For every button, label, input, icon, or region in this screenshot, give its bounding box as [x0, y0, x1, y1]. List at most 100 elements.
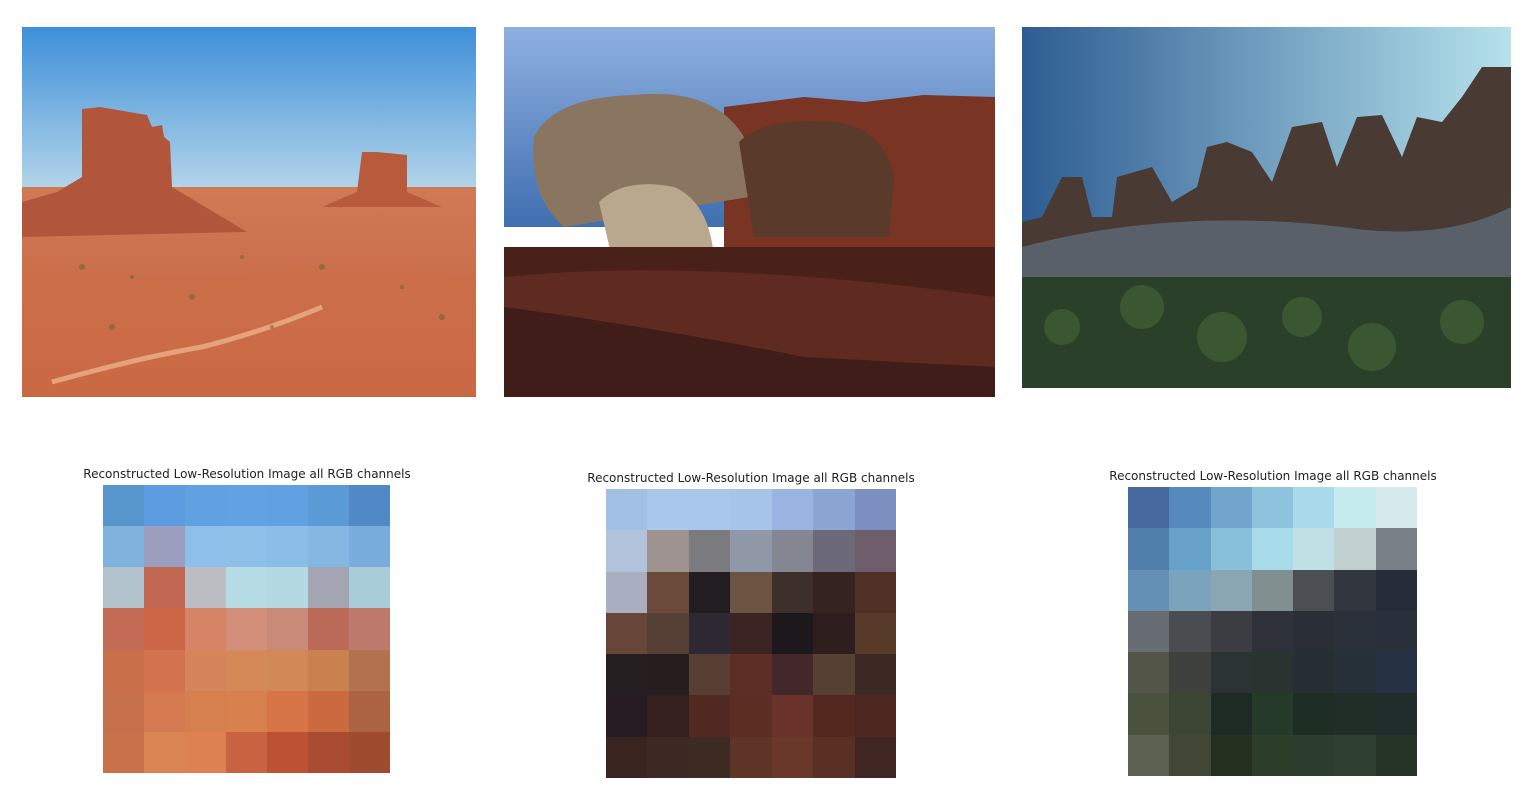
grid-cell: [1210, 569, 1252, 611]
grid-cell: [1251, 528, 1294, 570]
grid-cell: [688, 571, 731, 613]
grid-cell: [103, 567, 144, 609]
grid-cell: [267, 649, 308, 691]
grid-cell: [647, 695, 689, 737]
grid-cell: [144, 690, 185, 732]
grid-cell: [730, 489, 772, 531]
grid-cell: [1169, 528, 1211, 570]
sandstone-spires-shrubs-photo: [1022, 27, 1511, 388]
grid-cell: [349, 690, 390, 732]
grid-cell: [730, 571, 772, 613]
grid-cell: [1251, 652, 1294, 694]
grid-cell: [730, 612, 772, 655]
grid-cell: [771, 612, 814, 655]
grid-cell: [144, 485, 185, 527]
grid-cell: [1128, 734, 1170, 776]
grid-cell: [1293, 569, 1335, 611]
grid-cell: [730, 530, 772, 572]
grid-cell: [1375, 528, 1417, 570]
grid-cell: [1293, 528, 1335, 570]
grid-cell: [647, 612, 689, 655]
grid-cell: [226, 608, 267, 650]
grid-cell: [730, 654, 772, 696]
grid-cell: [1251, 734, 1294, 776]
grid-cell: [185, 526, 226, 568]
grid-cell: [185, 485, 226, 527]
grid-cell: [349, 526, 390, 568]
grid-cell: [688, 736, 731, 778]
grid-cell: [771, 489, 814, 531]
grid-cell: [1128, 569, 1170, 611]
grid-cell: [1375, 610, 1417, 653]
grid-cell: [1169, 693, 1211, 735]
grid-cell: [1169, 569, 1211, 611]
grid-cell: [185, 608, 226, 650]
grid-cell: [1128, 652, 1170, 694]
grid-cell: [267, 690, 308, 732]
grid-cell: [813, 571, 855, 613]
grid-cell: [267, 526, 308, 568]
grid-cell: [185, 731, 226, 773]
grid-cell: [813, 695, 855, 737]
panel-3-caption: Reconstructed Low-Resolution Image all R…: [1109, 469, 1437, 483]
grid-cell: [1210, 610, 1252, 653]
grid-cell: [771, 571, 814, 613]
grid-cell: [1210, 487, 1252, 529]
grid-cell: [308, 526, 349, 568]
grid-cell: [349, 485, 390, 527]
grid-cell: [226, 690, 267, 732]
grid-cell: [854, 571, 896, 613]
grid-cell: [854, 530, 896, 572]
grid-cell: [144, 526, 185, 568]
grid-cell: [647, 654, 689, 696]
grid-cell: [606, 530, 648, 572]
grid-cell: [1210, 693, 1252, 735]
grid-cell: [647, 736, 689, 778]
grid-cell: [688, 695, 731, 737]
grid-cell: [647, 530, 689, 572]
grid-cell: [308, 567, 349, 609]
grid-cell: [1334, 734, 1376, 776]
grid-cell: [730, 736, 772, 778]
grid-cell: [1375, 734, 1417, 776]
grid-cell: [647, 489, 689, 531]
grid-cell: [1334, 487, 1376, 529]
grid-cell: [226, 731, 267, 773]
grid-cell: [1293, 610, 1335, 653]
grid-cell: [267, 731, 308, 773]
grid-cell: [606, 612, 648, 655]
grid-cell: [103, 731, 144, 773]
grid-cell: [267, 485, 308, 527]
grid-cell: [1210, 528, 1252, 570]
grid-cell: [688, 530, 731, 572]
grid-cell: [103, 649, 144, 691]
grid-cell: [688, 612, 731, 655]
monument-valley-buttes-photo: [22, 27, 476, 397]
grid-cell: [688, 489, 731, 531]
grid-cell: [308, 649, 349, 691]
grid-cell: [813, 654, 855, 696]
grid-cell: [144, 649, 185, 691]
grid-cell: [854, 612, 896, 655]
grid-cell: [688, 654, 731, 696]
grid-cell: [103, 690, 144, 732]
grid-cell: [1375, 487, 1417, 529]
grid-cell: [771, 736, 814, 778]
grid-cell: [1251, 610, 1294, 653]
grid-cell: [854, 695, 896, 737]
grid-cell: [226, 649, 267, 691]
grid-cell: [771, 695, 814, 737]
grid-cell: [854, 489, 896, 531]
low-res-grid-3: [1128, 487, 1417, 776]
grid-cell: [606, 736, 648, 778]
grid-cell: [1251, 569, 1294, 611]
grid-cell: [1169, 610, 1211, 653]
grid-cell: [1375, 652, 1417, 694]
grid-cell: [1334, 652, 1376, 694]
grid-cell: [144, 608, 185, 650]
grid-cell: [606, 489, 648, 531]
grid-cell: [1169, 734, 1211, 776]
grid-cell: [144, 567, 185, 609]
grid-cell: [1334, 610, 1376, 653]
grid-cell: [1293, 652, 1335, 694]
